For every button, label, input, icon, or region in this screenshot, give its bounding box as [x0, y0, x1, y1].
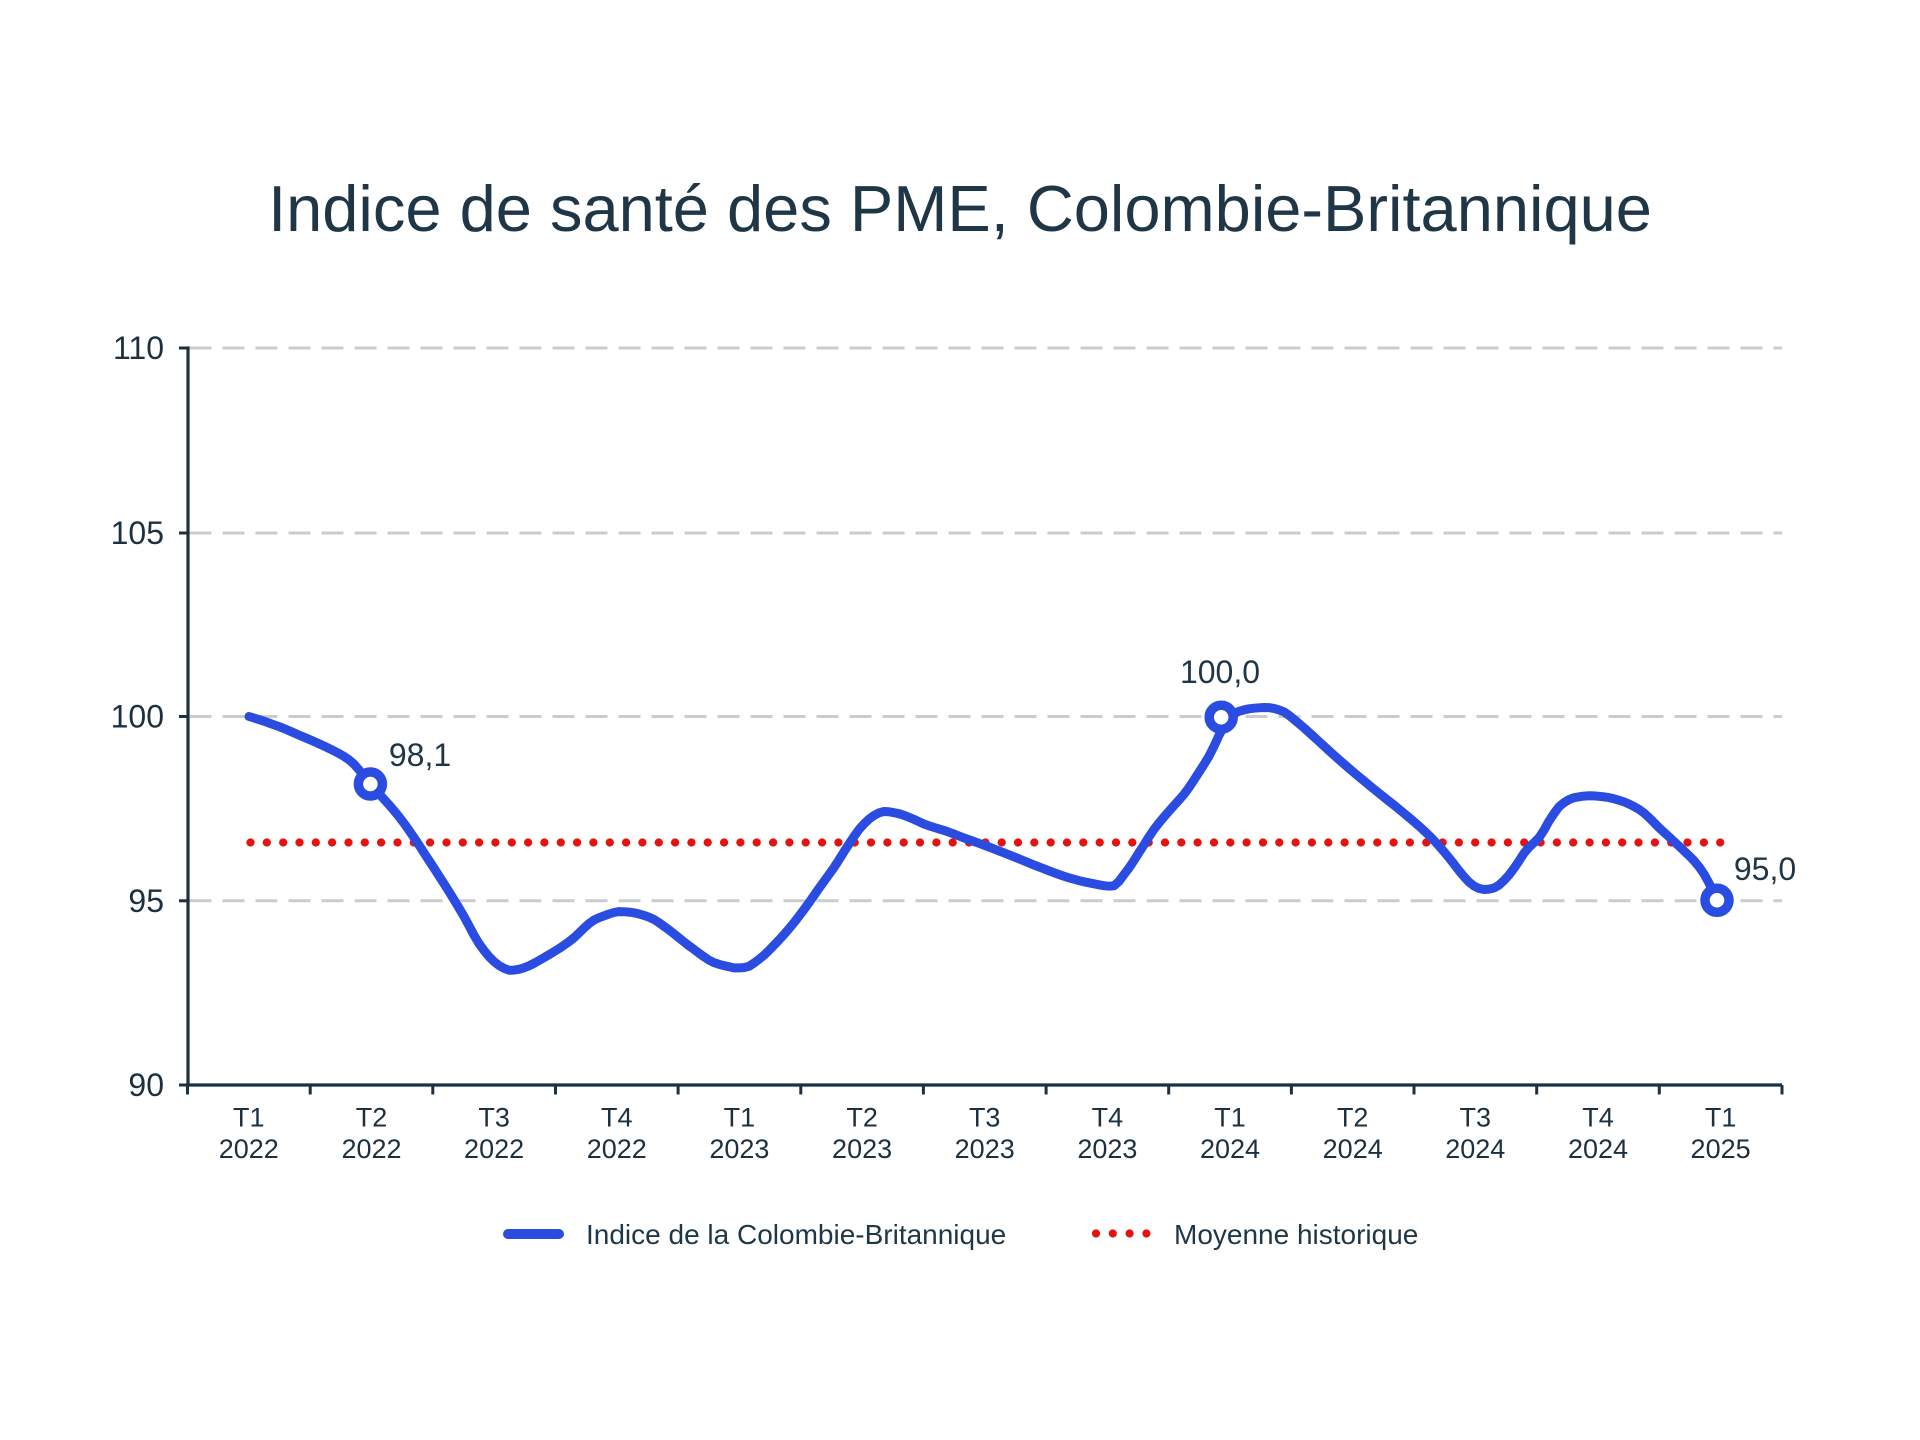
svg-text:2023: 2023 — [955, 1134, 1015, 1164]
svg-text:Indice de santé des PME, Colom: Indice de santé des PME, Colombie-Britan… — [268, 172, 1652, 245]
svg-text:2024: 2024 — [1323, 1134, 1383, 1164]
svg-text:2024: 2024 — [1568, 1134, 1628, 1164]
svg-text:2022: 2022 — [341, 1134, 401, 1164]
svg-text:105: 105 — [111, 515, 164, 551]
svg-text:T1: T1 — [1705, 1102, 1737, 1132]
svg-text:T3: T3 — [969, 1102, 1001, 1132]
svg-text:T2: T2 — [356, 1102, 388, 1132]
svg-text:110: 110 — [113, 330, 164, 366]
svg-text:Indice de la Colombie-Britanni: Indice de la Colombie-Britannique — [586, 1219, 1006, 1250]
svg-text:2024: 2024 — [1200, 1134, 1260, 1164]
svg-text:100,0: 100,0 — [1180, 654, 1260, 690]
svg-text:98,1: 98,1 — [389, 737, 451, 773]
svg-text:T4: T4 — [1092, 1102, 1124, 1132]
svg-text:100: 100 — [111, 699, 164, 735]
svg-text:T1: T1 — [724, 1102, 756, 1132]
svg-text:T4: T4 — [601, 1102, 633, 1132]
svg-text:2023: 2023 — [1077, 1134, 1137, 1164]
svg-text:2022: 2022 — [219, 1134, 279, 1164]
svg-text:95,0: 95,0 — [1734, 851, 1796, 887]
svg-text:T3: T3 — [478, 1102, 510, 1132]
svg-text:T1: T1 — [1214, 1102, 1246, 1132]
svg-text:T1: T1 — [233, 1102, 265, 1132]
svg-text:2024: 2024 — [1445, 1134, 1505, 1164]
svg-text:Moyenne historique: Moyenne historique — [1174, 1219, 1418, 1250]
svg-text:90: 90 — [128, 1067, 164, 1103]
svg-text:2022: 2022 — [587, 1134, 647, 1164]
svg-text:2025: 2025 — [1691, 1134, 1751, 1164]
svg-text:2022: 2022 — [464, 1134, 524, 1164]
svg-text:T4: T4 — [1582, 1102, 1614, 1132]
svg-text:2023: 2023 — [832, 1134, 892, 1164]
svg-text:T2: T2 — [1337, 1102, 1369, 1132]
svg-text:T3: T3 — [1460, 1102, 1492, 1132]
svg-text:95: 95 — [128, 883, 164, 919]
svg-text:2023: 2023 — [709, 1134, 769, 1164]
svg-text:T2: T2 — [846, 1102, 878, 1132]
